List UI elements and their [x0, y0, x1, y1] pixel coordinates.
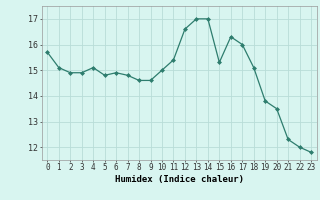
X-axis label: Humidex (Indice chaleur): Humidex (Indice chaleur) [115, 175, 244, 184]
